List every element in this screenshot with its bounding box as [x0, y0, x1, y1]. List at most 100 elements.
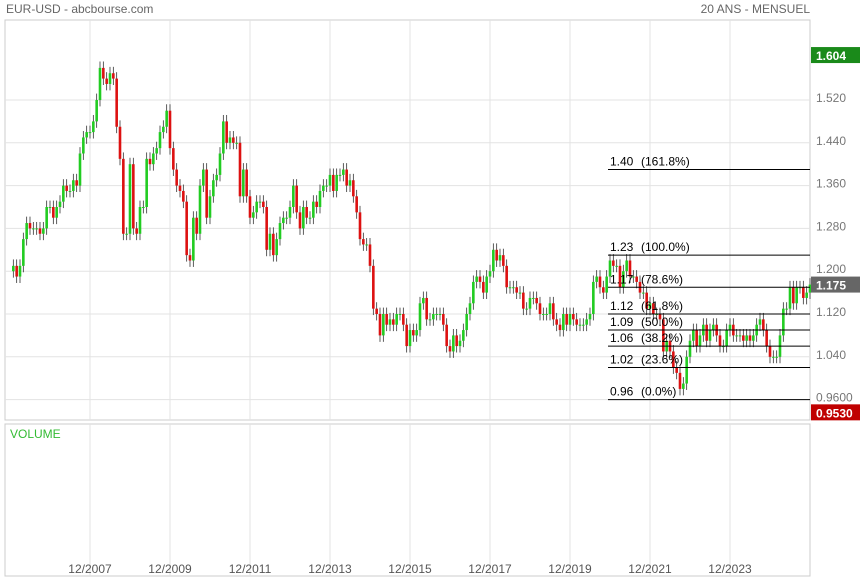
candle-body [782, 308, 785, 336]
candle-body [558, 324, 562, 331]
candle-body [258, 201, 262, 203]
candle-body [612, 260, 615, 266]
last-price-badge-text: 1.175 [816, 279, 846, 293]
candle-body [345, 169, 348, 186]
candle-body [648, 303, 652, 309]
fibonacci-level-label: 1.40 [610, 155, 634, 169]
candle-body [168, 110, 172, 149]
candle-body [488, 271, 492, 277]
candle-body [768, 346, 772, 357]
x-tick-label: 12/2011 [229, 562, 272, 576]
candle-body [18, 265, 22, 277]
candle-body [512, 287, 515, 289]
candle-body [492, 249, 495, 272]
candle-body [282, 217, 285, 224]
candle-body [582, 324, 585, 326]
candle-body [268, 233, 272, 250]
candle-body [652, 303, 655, 314]
y-tick-label: 1.200 [816, 262, 846, 276]
candle-body [588, 314, 592, 320]
candle-body [252, 212, 255, 218]
x-tick-label: 12/2009 [148, 562, 192, 576]
candle-body [275, 239, 278, 256]
candle-body [105, 78, 108, 84]
candle-body [538, 303, 542, 314]
price-panel [4, 19, 811, 421]
candle-body [658, 314, 662, 320]
candle-body [622, 271, 625, 288]
candle-body [465, 314, 468, 331]
candle-body [288, 207, 292, 218]
candle-body [108, 73, 112, 84]
candle-body [312, 201, 315, 218]
candle-body [262, 201, 265, 207]
candle-body [352, 180, 355, 197]
low-price-badge [811, 404, 860, 421]
candle-body [505, 265, 508, 288]
x-tick-label: 12/2013 [308, 562, 352, 576]
last-price-badge [811, 276, 860, 293]
candle-body [298, 212, 302, 229]
candle-body [165, 110, 168, 127]
candle-body [405, 324, 408, 347]
candle-body [322, 185, 325, 191]
candle-body [245, 169, 248, 197]
candle-body [682, 383, 685, 389]
candle-body [548, 303, 552, 314]
candle-body [78, 153, 82, 186]
candle-body [572, 314, 575, 320]
candle-body [315, 201, 318, 207]
candle-body [685, 356, 688, 384]
candle-body [792, 287, 795, 304]
candle-body [182, 190, 185, 202]
x-tick-label: 12/2021 [628, 562, 672, 576]
candle-body [85, 132, 88, 138]
candle-body [115, 78, 118, 127]
candle-body [335, 174, 338, 191]
fibonacci-level-label: 1.02 [610, 353, 634, 367]
fibonacci-pct-label: (161.8%) [641, 155, 690, 169]
candle-body [525, 308, 528, 310]
candle-body [705, 324, 708, 341]
fibonacci-pct-label: (61.8%) [641, 299, 683, 313]
fibonacci-pct-label: (0.0%) [641, 385, 676, 399]
y-tick-label: 1.440 [816, 134, 846, 148]
candle-body [772, 356, 775, 358]
candle-body [735, 335, 738, 337]
candle-body [122, 158, 125, 234]
candle-body [398, 314, 402, 315]
candle-body [372, 265, 375, 309]
candle-body [175, 169, 178, 186]
y-tick-label: 1.040 [816, 348, 846, 362]
candle-body [788, 287, 792, 309]
candle-body [578, 324, 582, 326]
candle-body [202, 169, 205, 186]
y-tick-label: 1.520 [816, 91, 846, 105]
fibonacci-level-label: 1.12 [610, 299, 634, 313]
candle-body [348, 180, 352, 186]
candle-body [112, 73, 115, 79]
candle-body [142, 207, 145, 208]
fibonacci-pct-label: (100.0%) [641, 240, 690, 254]
candle-body [42, 228, 45, 234]
candle-body [745, 335, 748, 341]
candle-body [775, 356, 778, 358]
candle-body [28, 223, 32, 229]
candle-body [555, 319, 558, 325]
fibonacci-pct-label: (38.2%) [641, 331, 683, 345]
candle-body [785, 308, 788, 310]
candle-body [188, 255, 192, 261]
candle-body [462, 330, 465, 341]
candle-body [35, 228, 38, 230]
candle-body [675, 367, 678, 373]
candle-body [595, 276, 598, 282]
candle-body [292, 185, 295, 207]
candle-body [148, 158, 152, 165]
candle-body [118, 126, 122, 159]
candle-body [545, 314, 548, 315]
candle-body [98, 67, 102, 100]
fibonacci-level-label: 1.17 [610, 272, 634, 286]
candle-body [565, 314, 568, 325]
candle-body [285, 217, 288, 219]
candle-body [718, 335, 722, 347]
